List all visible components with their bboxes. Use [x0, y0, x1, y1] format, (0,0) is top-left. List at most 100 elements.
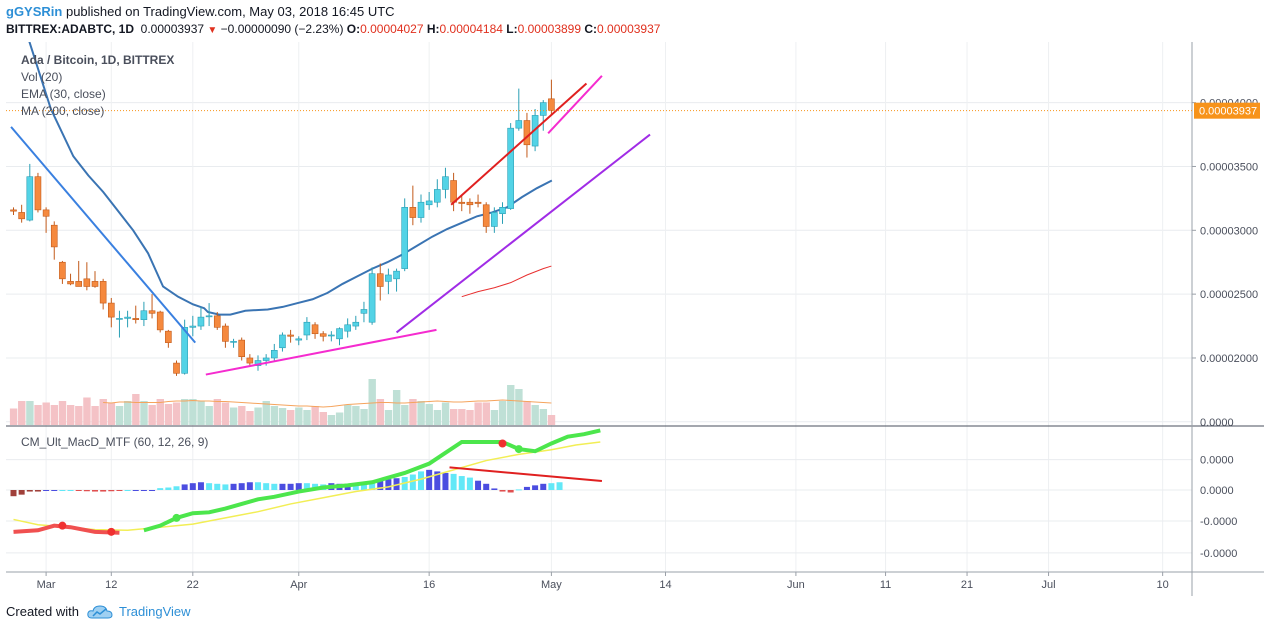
macd-histogram-bar [255, 482, 261, 490]
macd-axis-label: 0.0000 [1200, 455, 1234, 467]
candle-body [368, 273, 376, 323]
volume-bar [124, 401, 132, 425]
volume-ma-line [103, 399, 552, 408]
volume-bar [515, 389, 523, 425]
macd-histogram-bar [149, 490, 156, 491]
time-axis-label: 22 [187, 579, 199, 591]
candle-body [50, 224, 58, 248]
volume-bar [50, 405, 59, 425]
candle-body [539, 102, 547, 116]
macd-cross-dot [172, 513, 181, 522]
macd-histogram-bar [458, 476, 465, 490]
macd-histogram-bar [100, 490, 107, 492]
candle-body [197, 316, 205, 327]
price-axis-label: 0.00002500 [1200, 289, 1258, 301]
footer: Created with TradingView [6, 604, 191, 619]
macd-axis-label: 0.0000 [1200, 417, 1234, 429]
trend-line-magenta-lower [205, 328, 437, 376]
candle-body [328, 334, 335, 337]
macd-histogram-bar [197, 482, 204, 490]
candles [10, 79, 555, 376]
time-axis-label: 14 [659, 579, 671, 591]
macd-histogram-bar [238, 483, 245, 490]
volume-bar [132, 394, 140, 425]
candle-body [42, 209, 50, 217]
volume-bar [287, 410, 295, 425]
macd-histogram-bar [75, 490, 82, 491]
candle-body [523, 120, 531, 146]
macd-histogram-bar [124, 490, 131, 491]
tradingview-cloud-icon [87, 604, 113, 618]
volume-bar [270, 406, 279, 425]
macd-histogram-bar [279, 483, 286, 490]
price-axis-label: 0.00002000 [1200, 353, 1258, 365]
candle-body [458, 201, 466, 204]
candle-body [336, 328, 343, 340]
candle-body [344, 324, 351, 332]
volume-bar [213, 399, 222, 425]
candle-body [205, 315, 213, 318]
volume-bar [311, 406, 319, 425]
volume-bar [466, 410, 474, 425]
volume-bar [140, 401, 148, 425]
macd-histogram-bar [157, 488, 164, 490]
tradingview-brand-link[interactable]: TradingView [118, 604, 191, 619]
volume-bar [490, 410, 499, 425]
macd-histogram-bar [523, 486, 530, 490]
macd-signal-line [13, 441, 601, 532]
macd-histogram-bar [287, 483, 294, 490]
volume-bar [507, 385, 515, 425]
candle-body [83, 278, 91, 287]
candle-body [401, 207, 409, 269]
volume-bar [238, 406, 246, 425]
macd-histogram-bar [483, 483, 490, 490]
volume-bar [156, 399, 164, 425]
macd-histogram-bar [92, 490, 98, 492]
candle-body [140, 310, 148, 320]
candle-body [124, 316, 131, 319]
macd-histogram-bar [140, 490, 147, 491]
macd-histogram-bar [507, 490, 514, 493]
macd-histogram-bar [377, 480, 384, 490]
volume-bar [18, 401, 26, 425]
symbol-label: BITTREX:ADABTC, 1D [6, 22, 134, 36]
volume-bar [164, 404, 173, 425]
axes: 0.000040000.000035000.000030000.00002500… [6, 42, 1264, 596]
volume-bar [66, 405, 75, 425]
volume-bar [58, 401, 67, 425]
volume-bar [107, 402, 116, 425]
candle-body [417, 201, 425, 218]
volume-bar [417, 401, 425, 425]
macd-histogram-bar [116, 490, 123, 491]
macd-histogram-bar [189, 483, 196, 490]
volume-bar [99, 399, 107, 425]
low-label: L: [506, 22, 518, 36]
volume-bar [441, 402, 450, 425]
trend-line-red [450, 82, 588, 206]
candle-body [409, 207, 417, 218]
time-axis-label: Jun [787, 579, 805, 591]
price-chart-svg[interactable]: 0.000040000.000035000.000030000.00002500… [6, 2, 1264, 597]
candle-body [116, 318, 123, 320]
volume-bar [335, 412, 344, 425]
candle-body [548, 98, 555, 111]
publish-info: gGYSRin published on TradingView.com, Ma… [6, 4, 395, 19]
volume-bar [458, 409, 466, 425]
chart-container[interactable]: 0.000040000.000035000.000030000.00002500… [6, 2, 1264, 597]
macd-histogram-bar [10, 490, 17, 497]
candle-body [99, 281, 107, 304]
time-axis-label: May [541, 579, 562, 591]
volume-bar [327, 415, 336, 425]
macd-histogram-bar [475, 480, 482, 490]
volume-bar [352, 406, 360, 425]
candle-body [360, 309, 368, 314]
macd-histogram-bar [222, 484, 229, 490]
symbol-quote-line: BITTREX:ADABTC, 1D 0.00003937 ▼ −0.00000… [6, 22, 660, 36]
macd-histogram-bar [67, 490, 74, 491]
macd-histogram-bar [34, 490, 41, 492]
macd-cross-dot [498, 439, 507, 448]
trend-line-purple [395, 133, 651, 334]
author-name[interactable]: gGYSRin [6, 4, 63, 19]
open-label: O: [346, 22, 361, 36]
candle-body [18, 212, 25, 220]
